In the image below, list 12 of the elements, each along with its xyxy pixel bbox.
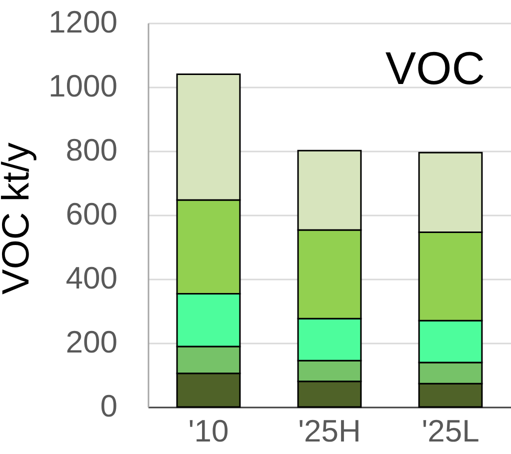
x-tick-label: '10 [188,414,229,448]
y-tick-label: 800 [66,132,118,168]
y-tick-label: 200 [66,324,118,360]
y-tick-label: 600 [66,196,118,232]
y-axis-title: VOC kt/y [0,142,38,295]
x-tick-label: '25H [298,414,361,448]
y-tick-label: 0 [100,388,118,424]
y-tick-label: 1000 [48,68,118,104]
annotation: VOC [385,42,485,94]
y-tick-label: 400 [66,260,118,296]
x-tick-label: '25L [422,414,480,448]
y-tick-label: 1200 [48,4,118,40]
